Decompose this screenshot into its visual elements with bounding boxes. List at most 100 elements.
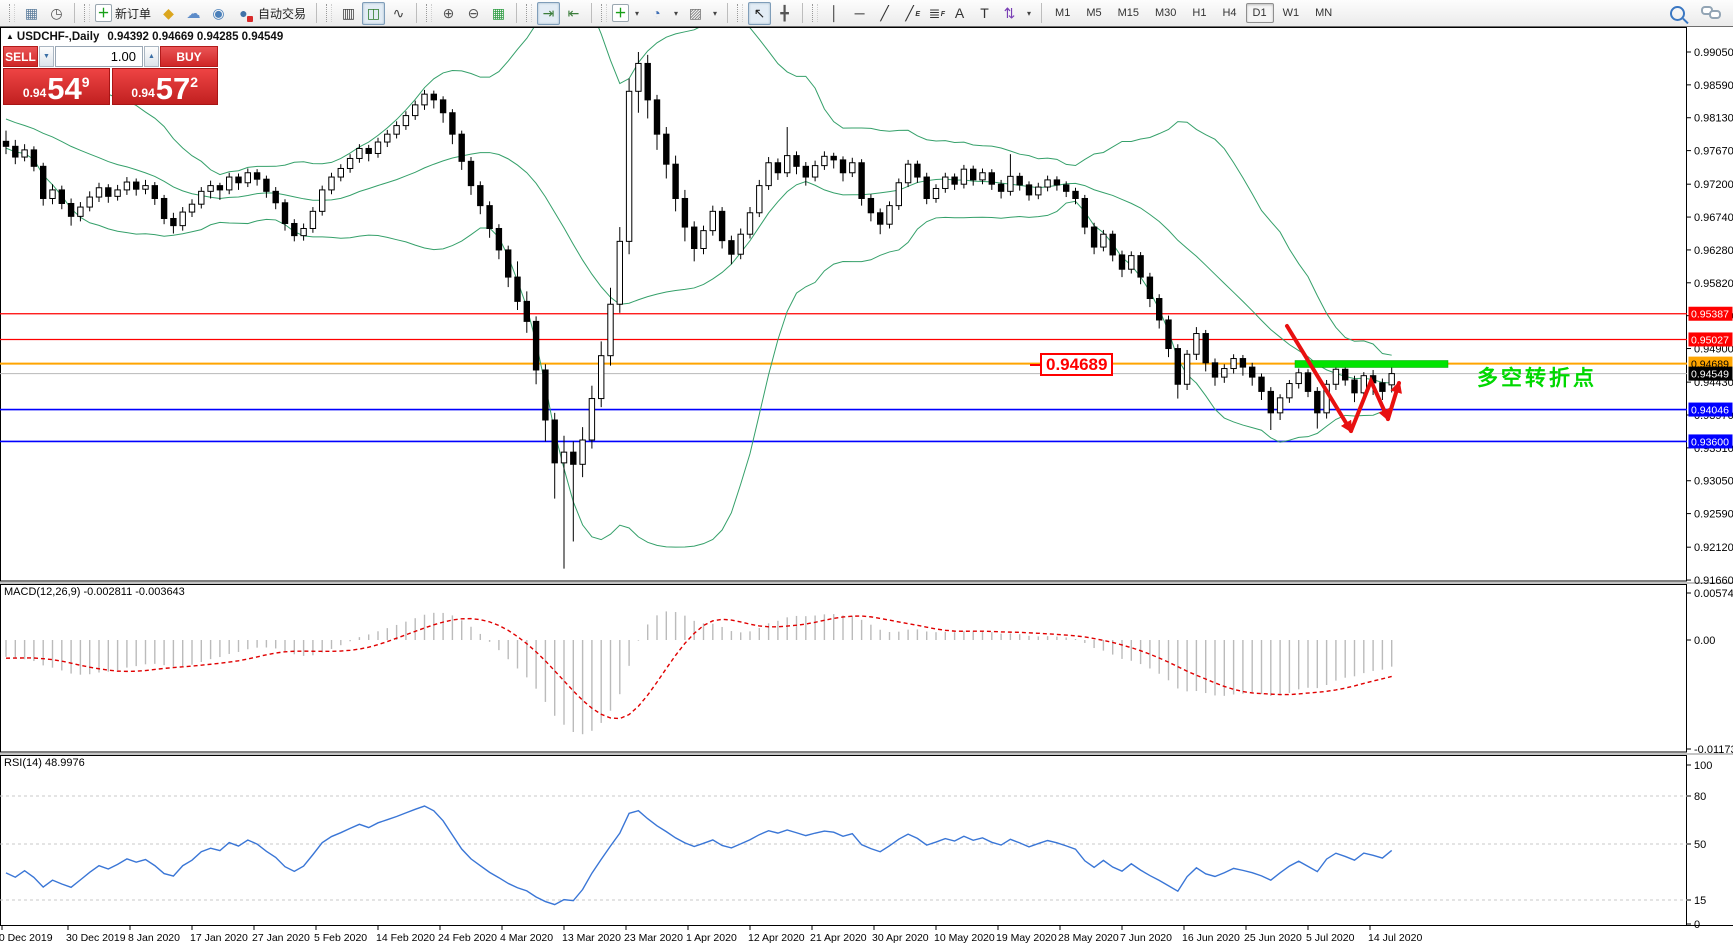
svg-text:14 Feb 2020: 14 Feb 2020 [376, 932, 435, 944]
svg-text:0.97200: 0.97200 [1694, 179, 1733, 191]
line-chart-icon[interactable]: ∿ [392, 4, 405, 21]
chart-shift-icon[interactable]: ⇤ [567, 4, 580, 21]
bid-pip: 9 [81, 74, 90, 90]
toolbar-separator [591, 3, 593, 23]
svg-text:100: 100 [1694, 760, 1712, 772]
svg-text:0.96280: 0.96280 [1694, 245, 1733, 257]
timeframe-mn[interactable]: MN [1315, 7, 1333, 19]
signals-icon[interactable]: ◉ [212, 4, 225, 21]
new-order-label[interactable]: 新订单 [115, 6, 152, 21]
zoom-out-icon[interactable]: ⊖ [467, 4, 480, 21]
toolbar-separator [802, 3, 804, 23]
svg-text:0.005744: 0.005744 [1694, 588, 1733, 600]
periods-icon[interactable]: ◔ [652, 4, 661, 21]
svg-text:0.98130: 0.98130 [1694, 113, 1733, 125]
community-icon[interactable]: ☁ [186, 4, 201, 21]
rsi-panel: 100 80 50 15 0 [0, 760, 1712, 931]
annotations-layer [1285, 324, 1449, 434]
one-click-trading-panel: SELL ▼ ▲ BUY 0.94 54 9 0.94 57 2 [3, 46, 218, 105]
ask-price[interactable]: 0.94 57 2 [111, 68, 218, 105]
svg-text:0.91660: 0.91660 [1694, 575, 1733, 587]
channel-icon[interactable]: ╱ E [905, 4, 921, 21]
auto-scroll-icon[interactable]: ⇥ [537, 1, 561, 25]
svg-text:5 Jul 2020: 5 Jul 2020 [1306, 932, 1355, 944]
timeframe-h1[interactable]: H1 [1192, 7, 1207, 19]
zoom-in-icon[interactable]: ⊕ [442, 4, 455, 21]
toolbar-separator [416, 3, 418, 23]
svg-text:0.94549: 0.94549 [1691, 369, 1729, 381]
sell-button[interactable]: SELL [3, 46, 38, 67]
algo-trading-icon[interactable]: ● [232, 2, 255, 25]
svg-text:0.95820: 0.95820 [1694, 278, 1733, 290]
volume-decrease-button[interactable]: ▼ [39, 46, 54, 67]
toolbar-grip [601, 4, 608, 22]
svg-text:10 May 2020: 10 May 2020 [934, 932, 995, 944]
arrows-caret[interactable]: ▾ [1027, 8, 1032, 18]
indicators-caret[interactable]: ▾ [635, 8, 640, 18]
toolbar-grip [526, 4, 533, 22]
svg-text:19 May 2020: 19 May 2020 [996, 932, 1057, 944]
timeframe-m5[interactable]: M5 [1086, 7, 1102, 19]
templates-caret[interactable]: ▾ [713, 8, 718, 18]
arrows-icon[interactable]: ⇅ [1003, 4, 1016, 21]
timeframe-h4[interactable]: H4 [1222, 7, 1237, 19]
vertical-line-icon[interactable]: │ [830, 4, 839, 21]
ask-base: 0.94 [131, 86, 155, 100]
cursor-icon[interactable]: ↖ [748, 1, 772, 25]
search-icon[interactable] [1670, 5, 1685, 21]
chat-icon[interactable] [1701, 6, 1721, 20]
volume-increase-button[interactable]: ▲ [144, 46, 159, 67]
svg-text:0.92590: 0.92590 [1694, 509, 1733, 521]
svg-text:0.95387: 0.95387 [1691, 309, 1729, 321]
timeframe-m1[interactable]: M1 [1055, 7, 1071, 19]
svg-text:21 Apr 2020: 21 Apr 2020 [810, 932, 867, 944]
svg-text:0.94900: 0.94900 [1694, 344, 1733, 356]
svg-text:8 Jan 2020: 8 Jan 2020 [128, 932, 180, 944]
templates-icon[interactable]: ▨ [688, 4, 703, 21]
svg-text:0: 0 [1694, 919, 1700, 931]
svg-text:-0.011738: -0.011738 [1694, 744, 1733, 756]
toolbar-separator [74, 3, 75, 23]
toolbar-grip [812, 4, 819, 22]
candlestick-chart-icon[interactable]: ◫ [362, 1, 386, 25]
bid-base: 0.94 [22, 86, 47, 100]
timeframe-m30[interactable]: M30 [1155, 7, 1177, 19]
buy-button[interactable]: BUY [160, 46, 218, 67]
bid-price[interactable]: 0.94 54 9 [3, 68, 110, 105]
horizontal-line-icon[interactable]: ─ [854, 4, 865, 21]
candles-layer [2, 52, 1395, 569]
svg-text:20 Dec 2019: 20 Dec 2019 [0, 932, 53, 944]
timeframe-m15[interactable]: M15 [1117, 7, 1139, 19]
svg-text:28 May 2020: 28 May 2020 [1058, 932, 1119, 944]
charts-window-icon[interactable]: ▦ [24, 4, 39, 21]
toolbar-grip [9, 4, 15, 22]
tick-chart-icon[interactable]: ◷ [50, 4, 63, 21]
svg-text:0.96740: 0.96740 [1694, 212, 1733, 224]
svg-text:7 Jun 2020: 7 Jun 2020 [1120, 932, 1172, 944]
text-icon[interactable]: A [954, 4, 965, 21]
tile-windows-icon[interactable]: ▦ [491, 4, 506, 21]
indicators-icon[interactable]: ＋ [612, 4, 630, 22]
svg-text:0.00: 0.00 [1694, 635, 1715, 647]
volume-input[interactable] [55, 46, 143, 67]
algo-trading-label[interactable]: 自动交易 [258, 6, 307, 21]
timeframe-d1[interactable]: D1 [1245, 3, 1274, 23]
collapse-objects-icon[interactable]: ▲ [6, 32, 14, 41]
timeframe-w1[interactable]: W1 [1282, 7, 1300, 19]
trendline-icon[interactable]: ╱ [880, 4, 889, 21]
toolbar-grip [426, 4, 433, 22]
svg-text:4 Mar 2020: 4 Mar 2020 [500, 932, 553, 944]
new-order-icon[interactable]: ＋ [95, 4, 112, 22]
label-icon[interactable]: T [980, 4, 989, 21]
crosshair-icon[interactable]: ╋ [780, 4, 789, 21]
ask-pip: 2 [190, 74, 199, 90]
svg-text:0.93050: 0.93050 [1694, 476, 1733, 488]
fibonacci-icon[interactable]: ≣ F [928, 4, 946, 21]
svg-text:15: 15 [1694, 895, 1706, 907]
periods-caret[interactable]: ▾ [674, 8, 679, 18]
bar-chart-icon[interactable]: ▥ [341, 4, 356, 21]
svg-text:0.94046: 0.94046 [1691, 405, 1729, 417]
depth-of-market-icon[interactable]: ◆ [163, 4, 174, 21]
